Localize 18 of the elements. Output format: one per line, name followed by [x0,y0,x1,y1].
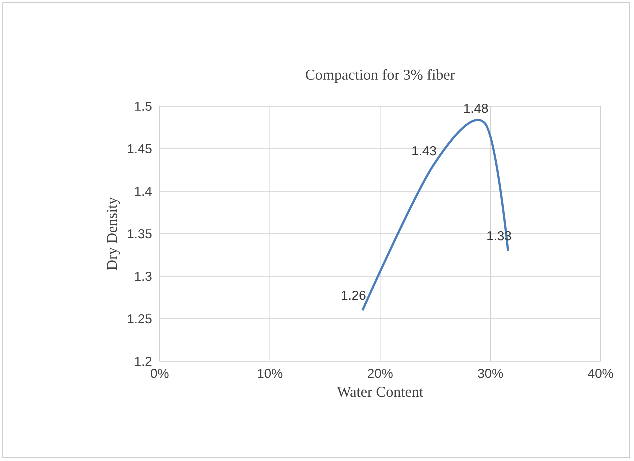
x-tick-label: 20% [368,369,393,378]
x-axis-title: Water Content [337,387,424,398]
y-tick-label: 1.35 [128,229,152,239]
chart-title: Compaction for 3% fiber [306,69,456,84]
x-tick-label: 30% [478,369,504,378]
x-tick-label: 40% [588,369,614,378]
y-axis-title: Dry Density [107,197,120,270]
y-tick-label: 1.4 [135,187,152,196]
data-label: 1.48 [464,104,488,114]
y-tick-label: 1.25 [128,314,152,324]
data-label: 1.26 [342,290,366,300]
x-tick-label: 10% [258,369,283,378]
y-tick-label: 1.3 [135,272,152,282]
x-tick-label: 0% [151,369,169,378]
y-tick-label: 1.2 [135,357,152,366]
y-tick-label: 1.5 [135,102,152,112]
y-tick-label: 1.45 [128,144,152,154]
data-label: 1.43 [412,146,436,156]
